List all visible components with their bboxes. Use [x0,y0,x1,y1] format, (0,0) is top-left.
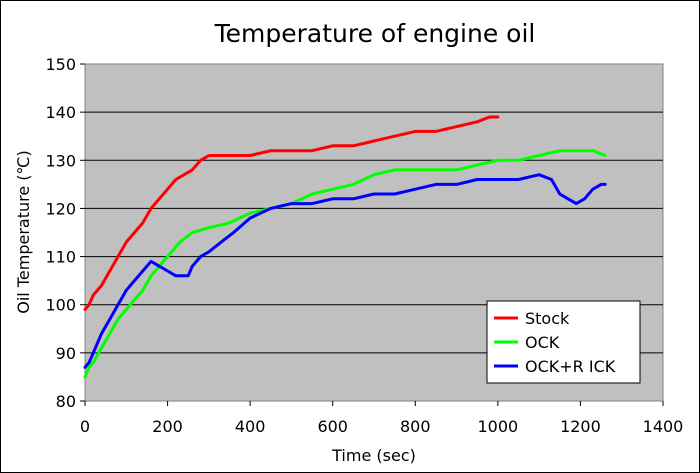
x-tick-label: 1200 [560,417,601,436]
x-tick-label: 800 [400,417,431,436]
x-tick-label: 600 [317,417,348,436]
y-tick-label: 150 [45,55,76,74]
x-tick-label: 1000 [477,417,518,436]
series-line-0 [83,115,500,311]
x-tick-label: 400 [235,417,266,436]
y-tick-label: 80 [56,392,76,411]
legend-label: Stock [525,309,570,328]
legend-label: OCK+R ICK [525,357,616,376]
y-axis-ticks: 80 90 100 110 120 130 140 150 [45,55,85,411]
chart-title: Temperature of engine oil [214,19,536,48]
y-tick-label: 140 [45,103,76,122]
legend-label: OCK [525,333,560,352]
y-tick-label: 130 [45,151,76,170]
y-tick-label: 90 [56,344,76,363]
series-lines [83,115,607,379]
series-line-2 [83,173,607,369]
y-tick-label: 110 [45,248,76,267]
x-tick-label: 0 [80,417,90,436]
y-tick-label: 100 [45,296,76,315]
y-axis-label: Oil Temperature (℃) [14,150,33,313]
x-tick-label: 1400 [643,417,684,436]
x-tick-label: 200 [152,417,183,436]
x-axis-ticks: 0 200 400 600 800 1000 1200 1400 [80,401,683,436]
legend: Stock OCK OCK+R ICK [486,300,641,384]
y-tick-label: 120 [45,199,76,218]
x-axis-label: Time (sec) [331,446,416,465]
